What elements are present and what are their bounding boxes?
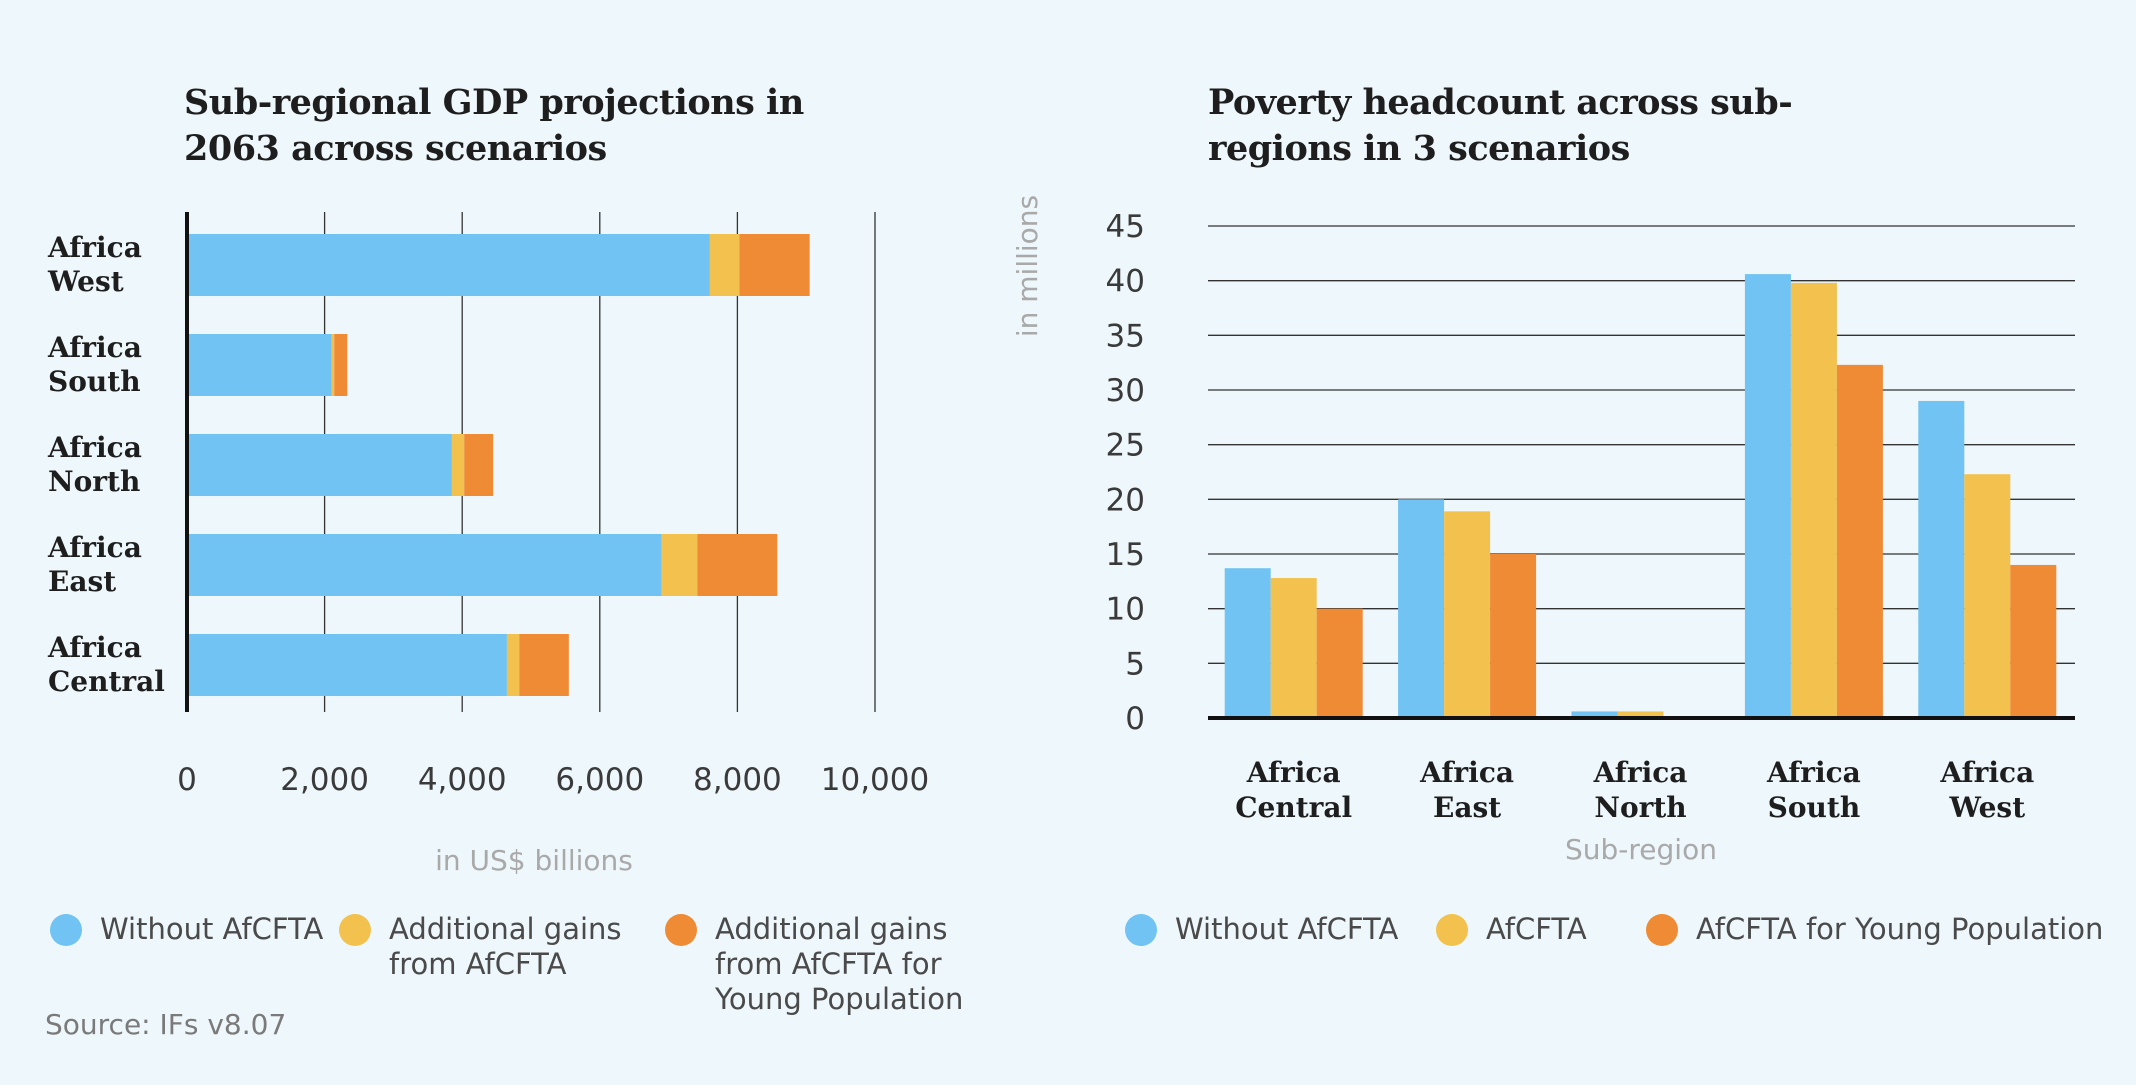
- y-tick-label: 30: [1106, 373, 1145, 409]
- category-label: Africa East: [47, 531, 142, 598]
- bar-africa-west-additional-gains-from-afcfta: [709, 234, 740, 296]
- legend-swatch: [50, 914, 82, 946]
- bar-africa-east-afcfta-for-young-population: [1490, 554, 1537, 718]
- bar-africa-south-afcfta: [1790, 282, 1837, 718]
- y-tick-label: 10: [1106, 592, 1145, 628]
- right-chart-title: Poverty headcount across sub-regions in …: [1208, 82, 1793, 169]
- legend-swatch: [339, 914, 371, 946]
- x-tick-label: 10,000: [821, 762, 929, 798]
- category-label: Africa North: [47, 431, 142, 498]
- category-label: Africa South: [1766, 756, 1861, 824]
- legend-label: AfCFTA for Young Population: [1696, 912, 2104, 946]
- legend-label: AfCFTA: [1486, 912, 1587, 946]
- bar-africa-west-afcfta: [1964, 474, 2011, 718]
- bar-africa-west-without-afcfta: [1918, 400, 1965, 718]
- legend-swatch: [1436, 914, 1468, 946]
- y-tick-label: 25: [1106, 428, 1145, 464]
- legend-label: Additional gains from AfCFTA for Young Pop…: [715, 912, 964, 1016]
- x-tick-label: 8,000: [693, 762, 782, 798]
- y-tick-label: 5: [1125, 646, 1145, 682]
- bar-africa-central-additional-gains-from-afcfta-for-young-population: [519, 634, 569, 696]
- x-axis-title: in US$ billions: [435, 844, 633, 877]
- bar-africa-south-without-afcfta: [1744, 274, 1791, 718]
- legend-swatch: [665, 914, 697, 946]
- bar-africa-west-afcfta-for-young-population: [2010, 564, 2057, 718]
- bar-africa-south-additional-gains-from-afcfta: [331, 334, 335, 396]
- bar-africa-east-afcfta: [1444, 511, 1491, 718]
- y-tick-label: 20: [1106, 482, 1145, 518]
- bar-africa-west-without-afcfta: [187, 234, 710, 296]
- y-tick-label: 0: [1125, 701, 1145, 737]
- legend-label: Without AfCFTA: [100, 912, 324, 946]
- left-chart-title: Sub-regional GDP projections in 2063 acr…: [184, 82, 804, 169]
- category-label: Africa South: [47, 331, 142, 398]
- x-tick-label: 6,000: [555, 762, 644, 798]
- bar-africa-south-without-afcfta: [187, 334, 332, 396]
- bar-africa-north-additional-gains-from-afcfta-for-young-population: [464, 434, 494, 496]
- x-tick-label: 4,000: [418, 762, 507, 798]
- bar-africa-east-without-afcfta: [187, 534, 662, 596]
- category-label: Africa West: [1939, 756, 2034, 824]
- bar-africa-east-additional-gains-from-afcfta-for-young-population: [697, 534, 778, 596]
- bar-africa-central-without-afcfta: [187, 634, 507, 696]
- x-tick-label: 2,000: [280, 762, 369, 798]
- x-tick-label: 0: [177, 762, 197, 798]
- bar-africa-central-without-afcfta: [1224, 568, 1271, 718]
- category-label: Africa North: [1593, 756, 1688, 824]
- legend-swatch: [1125, 914, 1157, 946]
- bar-africa-north-without-afcfta: [1571, 711, 1618, 718]
- bar-africa-central-afcfta: [1270, 578, 1317, 718]
- bar-africa-central-additional-gains-from-afcfta: [506, 634, 520, 696]
- bar-africa-north-afcfta: [1617, 711, 1664, 718]
- bar-africa-north-without-afcfta: [187, 434, 452, 496]
- bar-africa-central-afcfta-for-young-population: [1316, 608, 1363, 718]
- source-note: Source: IFs v8.07: [45, 1008, 287, 1041]
- y-tick-label: 15: [1106, 537, 1145, 573]
- y-tick-label: 45: [1106, 209, 1145, 245]
- legend-label: Additional gains from AfCFTA: [389, 912, 622, 981]
- legend-swatch: [1646, 914, 1678, 946]
- bar-africa-west-additional-gains-from-afcfta-for-young-population: [739, 234, 810, 296]
- y-tick-label: 35: [1106, 318, 1145, 354]
- y-axis-title: in millions: [1011, 195, 1044, 337]
- category-label: Africa Central: [1235, 756, 1352, 824]
- x-axis-title: Sub-region: [1565, 833, 1717, 866]
- bar-africa-south-additional-gains-from-afcfta-for-young-population: [334, 334, 348, 396]
- bar-africa-north-additional-gains-from-afcfta: [451, 434, 465, 496]
- y-tick-label: 40: [1106, 264, 1145, 300]
- category-label: Africa West: [47, 231, 142, 298]
- legend-label: Without AfCFTA: [1175, 912, 1399, 946]
- category-label: Africa East: [1419, 756, 1514, 824]
- bar-africa-east-additional-gains-from-afcfta: [661, 534, 698, 596]
- bar-africa-east-without-afcfta: [1398, 499, 1445, 718]
- bar-africa-south-afcfta-for-young-population: [1836, 364, 1883, 718]
- category-label: Africa Central: [47, 631, 165, 698]
